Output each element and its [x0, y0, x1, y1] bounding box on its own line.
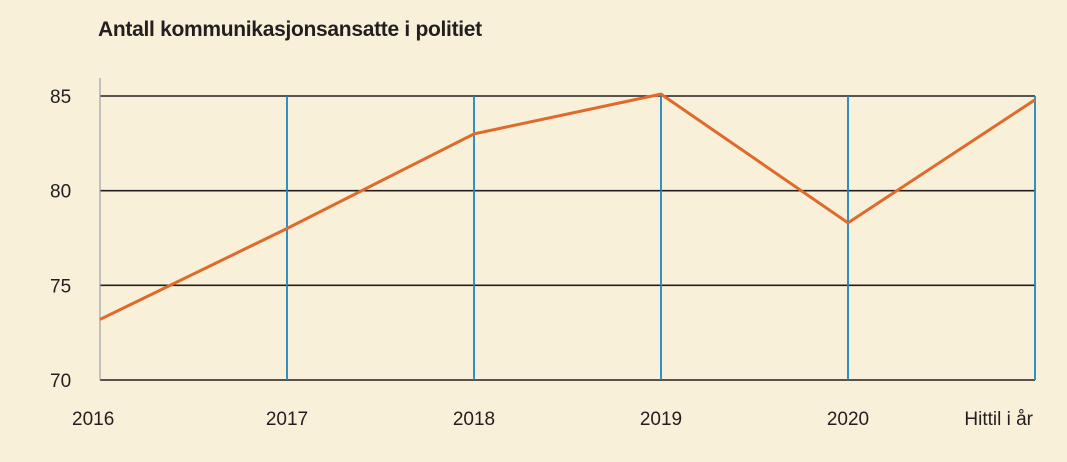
- x-tick-labels: 2016 2017 2018 2019 2020 Hittil i år: [72, 409, 1034, 430]
- x-tick-label: 2019: [640, 409, 682, 430]
- y-tick-label: 85: [50, 87, 71, 108]
- vertical-gridlines: [286, 96, 1036, 380]
- y-tick-label: 75: [50, 276, 71, 297]
- x-tick-label: 2020: [827, 409, 869, 430]
- x-tick-label: Hittil i år: [964, 409, 1033, 430]
- x-tick-label: 2017: [266, 409, 308, 430]
- x-tick-label: 2016: [72, 409, 114, 430]
- chart-title: Antall kommunikasjonsansatte i politiet: [98, 18, 482, 41]
- y-tick-labels: 70 75 80 85: [50, 87, 71, 392]
- series-line-group: [99, 92, 1036, 321]
- series-line: [99, 92, 1036, 321]
- horizontal-gridlines: [100, 95, 1035, 381]
- x-tick-label: 2018: [453, 409, 495, 430]
- y-tick-label: 70: [50, 371, 71, 392]
- y-tick-label: 80: [50, 182, 71, 203]
